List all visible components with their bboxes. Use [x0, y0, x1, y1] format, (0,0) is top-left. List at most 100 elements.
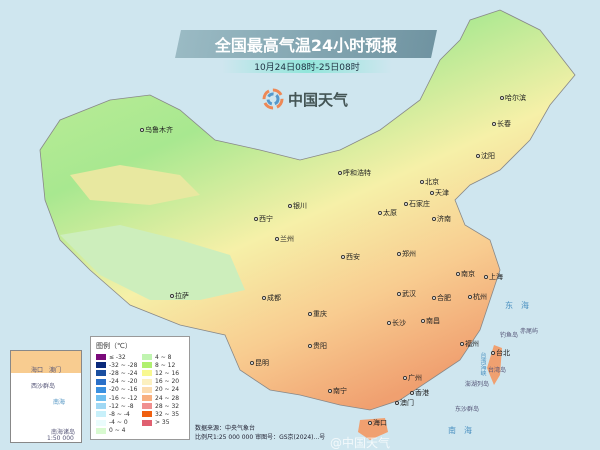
legend-swatch: [142, 395, 152, 402]
legend-item: 20 ~ 24: [142, 386, 184, 394]
island-label: 台湾岛: [488, 367, 507, 374]
city-label: 兰州: [275, 234, 294, 244]
legend-swatch: [96, 370, 106, 377]
city-label: 台北: [491, 348, 510, 358]
city-marker-icon: [368, 421, 372, 425]
city-label: 太原: [378, 208, 397, 218]
city-label: 澳门: [395, 398, 414, 408]
footer: 数据来源：中央气象台 比例尺1:25 000 000 审图号：GS京(2024)…: [195, 424, 325, 442]
legend-item: 4 ~ 8: [142, 353, 184, 361]
legend-label: 0 ~ 4: [109, 427, 126, 435]
legend-swatch: [142, 386, 152, 393]
city-name: 长春: [497, 120, 511, 128]
legend-item: 8 ~ 12: [142, 361, 184, 369]
city-name: 呼和浩特: [343, 169, 371, 177]
taiwan-island: [487, 345, 502, 385]
legend-label: -16 ~ -12: [109, 394, 138, 402]
city-name: 广州: [408, 374, 422, 382]
legend-item: 12 ~ 16: [142, 369, 184, 377]
city-marker-icon: [328, 389, 332, 393]
city-name: 昆明: [255, 359, 269, 367]
city-name: 拉萨: [175, 292, 189, 300]
legend-swatch: [142, 419, 152, 426]
legend-item: -28 ~ -24: [96, 369, 138, 377]
tibet-plateau: [60, 225, 245, 300]
legend-label: -32 ~ -28: [109, 361, 138, 369]
legend-item: 28 ~ 32: [142, 402, 184, 410]
city-name: 天津: [435, 189, 449, 197]
city-name: 太原: [383, 209, 397, 217]
city-label: 西安: [341, 252, 360, 262]
city-marker-icon: [378, 211, 382, 215]
logo: 中国天气: [262, 88, 348, 110]
city-marker-icon: [387, 321, 391, 325]
city-name: 武汉: [402, 290, 416, 298]
city-marker-icon: [288, 204, 292, 208]
legend: 图例（℃） ≤ -32 -32 ~ -28 -28 ~ -24 -24 ~ -20 -2…: [90, 336, 190, 440]
legend-item: 0 ~ 4: [96, 427, 138, 435]
sea-label-east: 东海: [505, 301, 537, 310]
city-label: 西宁: [254, 214, 273, 224]
city-name: 长沙: [392, 319, 406, 327]
sea-label-strait: 台湾海峡: [479, 352, 486, 376]
inset-label: 澳门: [49, 367, 62, 374]
city-marker-icon: [308, 312, 312, 316]
city-marker-icon: [456, 272, 460, 276]
legend-swatch: [142, 362, 152, 369]
city-marker-icon: [262, 296, 266, 300]
legend-label: 24 ~ 28: [155, 394, 180, 402]
city-label: 成都: [262, 293, 281, 303]
city-name: 南昌: [426, 317, 440, 325]
legend-item: -24 ~ -20: [96, 378, 138, 386]
legend-item: 16 ~ 20: [142, 378, 184, 386]
city-marker-icon: [420, 180, 424, 184]
city-marker-icon: [403, 376, 407, 380]
legend-label: 12 ~ 16: [155, 369, 180, 377]
legend-label: -8 ~ -4: [109, 410, 130, 418]
city-name: 乌鲁木齐: [145, 126, 173, 134]
city-marker-icon: [410, 391, 414, 395]
watermark: @中国天气: [330, 436, 391, 450]
city-marker-icon: [491, 351, 495, 355]
legend-swatch: [142, 411, 152, 418]
city-marker-icon: [395, 401, 399, 405]
island-label: 赤尾屿: [520, 328, 539, 335]
city-marker-icon: [404, 202, 408, 206]
city-marker-icon: [275, 237, 279, 241]
city-label: 南宁: [328, 386, 347, 396]
city-name: 澳门: [400, 399, 414, 407]
city-label: 长沙: [387, 318, 406, 328]
legend-swatch: [142, 370, 152, 377]
legend-label: -4 ~ 0: [109, 419, 128, 427]
legend-grid: ≤ -32 -32 ~ -28 -28 ~ -24 -24 ~ -20 -20 ~ -1…: [96, 353, 184, 435]
page-title: 全国最高气温24小时预报: [214, 36, 398, 55]
legend-label: -12 ~ -8: [109, 402, 134, 410]
legend-swatch: [96, 427, 106, 434]
city-label: 北京: [420, 177, 439, 187]
city-marker-icon: [140, 128, 144, 132]
city-label: 南昌: [421, 316, 440, 326]
inset-scale: 1:50 000 000: [47, 435, 74, 442]
legend-label: 4 ~ 8: [155, 353, 172, 361]
city-label: 福州: [460, 339, 479, 349]
legend-label: 28 ~ 32: [155, 402, 180, 410]
city-label: 石家庄: [404, 199, 430, 209]
city-name: 济南: [437, 215, 451, 223]
city-name: 北京: [425, 178, 439, 186]
city-marker-icon: [338, 171, 342, 175]
city-marker-icon: [308, 344, 312, 348]
city-label: 合肥: [432, 293, 451, 303]
legend-swatch: [96, 378, 106, 385]
legend-swatch: [96, 419, 106, 426]
city-label: 沈阳: [476, 151, 495, 161]
city-name: 贵阳: [313, 342, 327, 350]
city-name: 杭州: [473, 293, 487, 301]
city-name: 石家庄: [409, 200, 430, 208]
city-marker-icon: [500, 96, 504, 100]
city-name: 台北: [496, 349, 510, 357]
city-marker-icon: [476, 154, 480, 158]
city-label: 重庆: [308, 309, 327, 319]
legend-title: 图例（℃）: [96, 342, 132, 350]
legend-item: -20 ~ -16: [96, 386, 138, 394]
legend-item: 32 ~ 35: [142, 410, 184, 418]
